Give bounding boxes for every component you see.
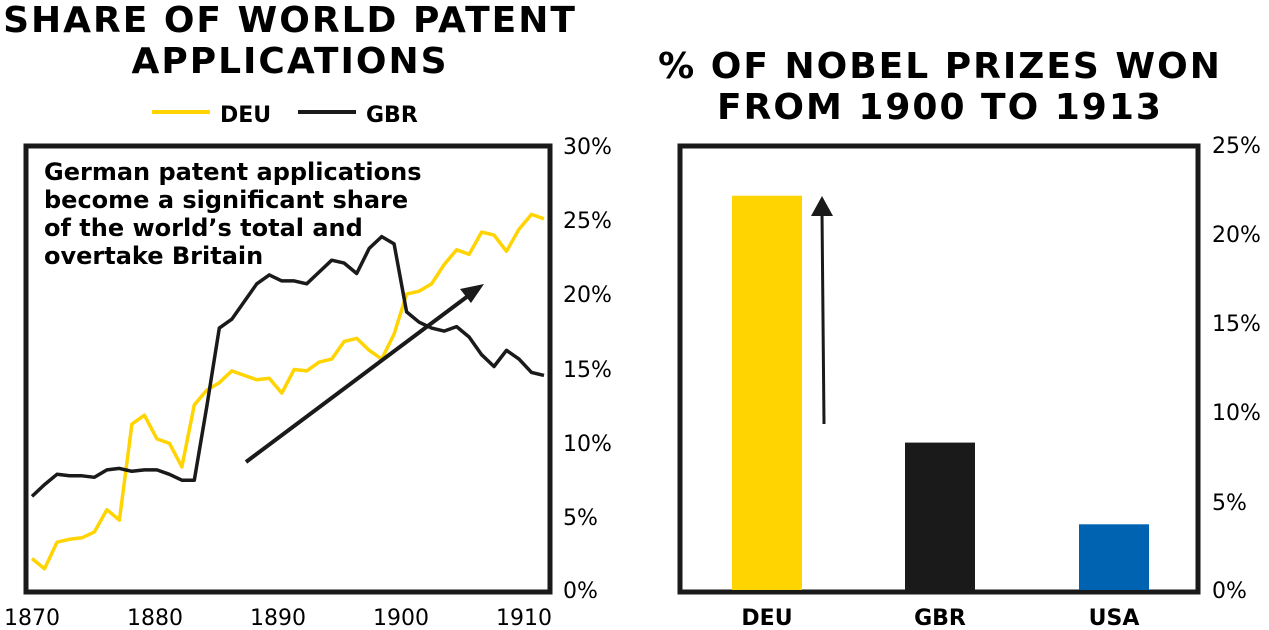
right-y-tick: 10% bbox=[1212, 401, 1261, 426]
left-annotation-line1: German patent applications bbox=[44, 158, 421, 186]
series-line-gbr bbox=[30, 234, 545, 498]
bar-label-gbr: GBR bbox=[914, 606, 966, 630]
bar-deu bbox=[732, 195, 802, 590]
right-annotation-arrow bbox=[811, 196, 833, 425]
series-line-deu bbox=[30, 212, 545, 571]
left-y-tick: 0% bbox=[563, 579, 598, 604]
left-annotation-arrow bbox=[244, 284, 484, 464]
left-series-group bbox=[30, 212, 545, 571]
right-y-tick: 20% bbox=[1212, 223, 1261, 248]
right-y-tick: 0% bbox=[1212, 579, 1247, 604]
left-x-tick: 1910 bbox=[496, 606, 552, 630]
left-annotation-line3: of the world’s total and bbox=[44, 214, 363, 242]
right-plot-frame bbox=[677, 143, 1201, 595]
left-annotation-line2: become a significant share bbox=[44, 186, 408, 214]
left-x-tick: 1900 bbox=[373, 606, 429, 630]
right-y-ticks: 0% 5% 10% 15% 20% 25% bbox=[1212, 134, 1261, 604]
left-y-tick: 5% bbox=[563, 506, 598, 531]
bar-label-deu: DEU bbox=[741, 606, 792, 630]
bar-gbr bbox=[905, 442, 975, 590]
right-title-line1: % OF NOBEL PRIZES WON bbox=[658, 46, 1222, 87]
right-x-labels: DEU GBR USA bbox=[741, 606, 1139, 630]
left-y-tick: 15% bbox=[563, 358, 612, 383]
left-y-tick: 10% bbox=[563, 432, 612, 457]
left-x-ticks: 1870 1880 1890 1900 1910 bbox=[4, 606, 552, 630]
right-bars-group bbox=[732, 195, 1149, 590]
left-plot-area: German patent applications become a sign… bbox=[23, 143, 553, 595]
right-y-tick: 15% bbox=[1212, 312, 1261, 337]
left-x-tick: 1870 bbox=[4, 606, 60, 630]
bar-label-usa: USA bbox=[1089, 606, 1140, 630]
bar-usa bbox=[1079, 524, 1149, 590]
left-y-tick: 30% bbox=[563, 135, 612, 160]
left-x-tick: 1890 bbox=[250, 606, 306, 630]
legend-deu-label: DEU bbox=[220, 103, 271, 128]
right-y-tick: 5% bbox=[1212, 491, 1247, 516]
left-legend: DEU GBR bbox=[152, 103, 418, 128]
right-y-tick: 25% bbox=[1212, 134, 1261, 159]
left-y-ticks: 0% 5% 10% 15% 20% 25% 30% bbox=[563, 135, 612, 604]
left-y-tick: 25% bbox=[563, 209, 612, 234]
left-y-tick: 20% bbox=[563, 283, 612, 308]
left-title-line1: SHARE OF WORLD PATENT bbox=[3, 0, 577, 41]
left-annotation-line4: overtake Britain bbox=[44, 242, 263, 270]
right-plot-area bbox=[677, 143, 1201, 595]
left-x-tick: 1880 bbox=[127, 606, 183, 630]
left-title-line2: APPLICATIONS bbox=[131, 41, 448, 82]
right-title-line2: FROM 1900 TO 1913 bbox=[717, 87, 1163, 128]
legend-gbr-label: GBR bbox=[366, 103, 418, 128]
left-plot-frame bbox=[23, 143, 553, 595]
